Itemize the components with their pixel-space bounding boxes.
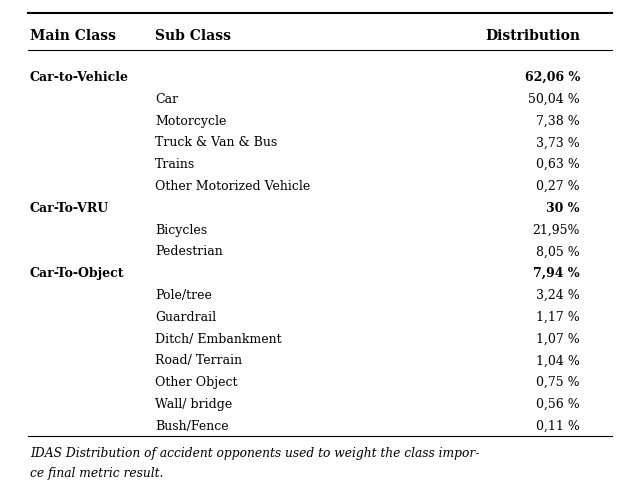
Text: 1,04 %: 1,04 % xyxy=(536,354,580,366)
Text: Other Object: Other Object xyxy=(155,375,237,388)
Text: Truck & Van & Bus: Truck & Van & Bus xyxy=(155,136,277,149)
Text: Other Motorized Vehicle: Other Motorized Vehicle xyxy=(155,180,310,193)
Text: 3,24 %: 3,24 % xyxy=(536,288,580,302)
Text: Main Class: Main Class xyxy=(30,29,116,43)
Text: 7,94 %: 7,94 % xyxy=(533,266,580,280)
Text: Wall/ bridge: Wall/ bridge xyxy=(155,397,232,410)
Text: Road/ Terrain: Road/ Terrain xyxy=(155,354,242,366)
Text: Car-To-Object: Car-To-Object xyxy=(30,266,125,280)
Text: 1,17 %: 1,17 % xyxy=(536,310,580,323)
Text: 0,63 %: 0,63 % xyxy=(536,158,580,171)
Text: 3,73 %: 3,73 % xyxy=(536,136,580,149)
Text: Pedestrian: Pedestrian xyxy=(155,245,223,258)
Text: Pole/tree: Pole/tree xyxy=(155,288,212,302)
Text: 0,56 %: 0,56 % xyxy=(536,397,580,410)
Text: Car-To-VRU: Car-To-VRU xyxy=(30,202,109,214)
Text: 0,75 %: 0,75 % xyxy=(536,375,580,388)
Text: ce final metric result.: ce final metric result. xyxy=(30,466,163,479)
Text: Motorcycle: Motorcycle xyxy=(155,114,227,127)
Text: 1,07 %: 1,07 % xyxy=(536,332,580,345)
Text: 8,05 %: 8,05 % xyxy=(536,245,580,258)
Text: 7,38 %: 7,38 % xyxy=(536,114,580,127)
Text: 0,11 %: 0,11 % xyxy=(536,419,580,432)
Text: 30 %: 30 % xyxy=(547,202,580,214)
Text: 21,95%: 21,95% xyxy=(532,223,580,236)
Text: Bush/Fence: Bush/Fence xyxy=(155,419,228,432)
Text: Car-to-Vehicle: Car-to-Vehicle xyxy=(30,71,129,84)
Text: Ditch/ Embankment: Ditch/ Embankment xyxy=(155,332,282,345)
Text: Car: Car xyxy=(155,93,178,105)
Text: 50,04 %: 50,04 % xyxy=(528,93,580,105)
Text: Guardrail: Guardrail xyxy=(155,310,216,323)
Text: 62,06 %: 62,06 % xyxy=(525,71,580,84)
Text: Bicycles: Bicycles xyxy=(155,223,207,236)
Text: Trains: Trains xyxy=(155,158,195,171)
Text: 0,27 %: 0,27 % xyxy=(536,180,580,193)
Text: IDAS Distribution of accident opponents used to weight the class impor-: IDAS Distribution of accident opponents … xyxy=(30,446,479,459)
Text: Distribution: Distribution xyxy=(485,29,580,43)
Text: Sub Class: Sub Class xyxy=(155,29,231,43)
